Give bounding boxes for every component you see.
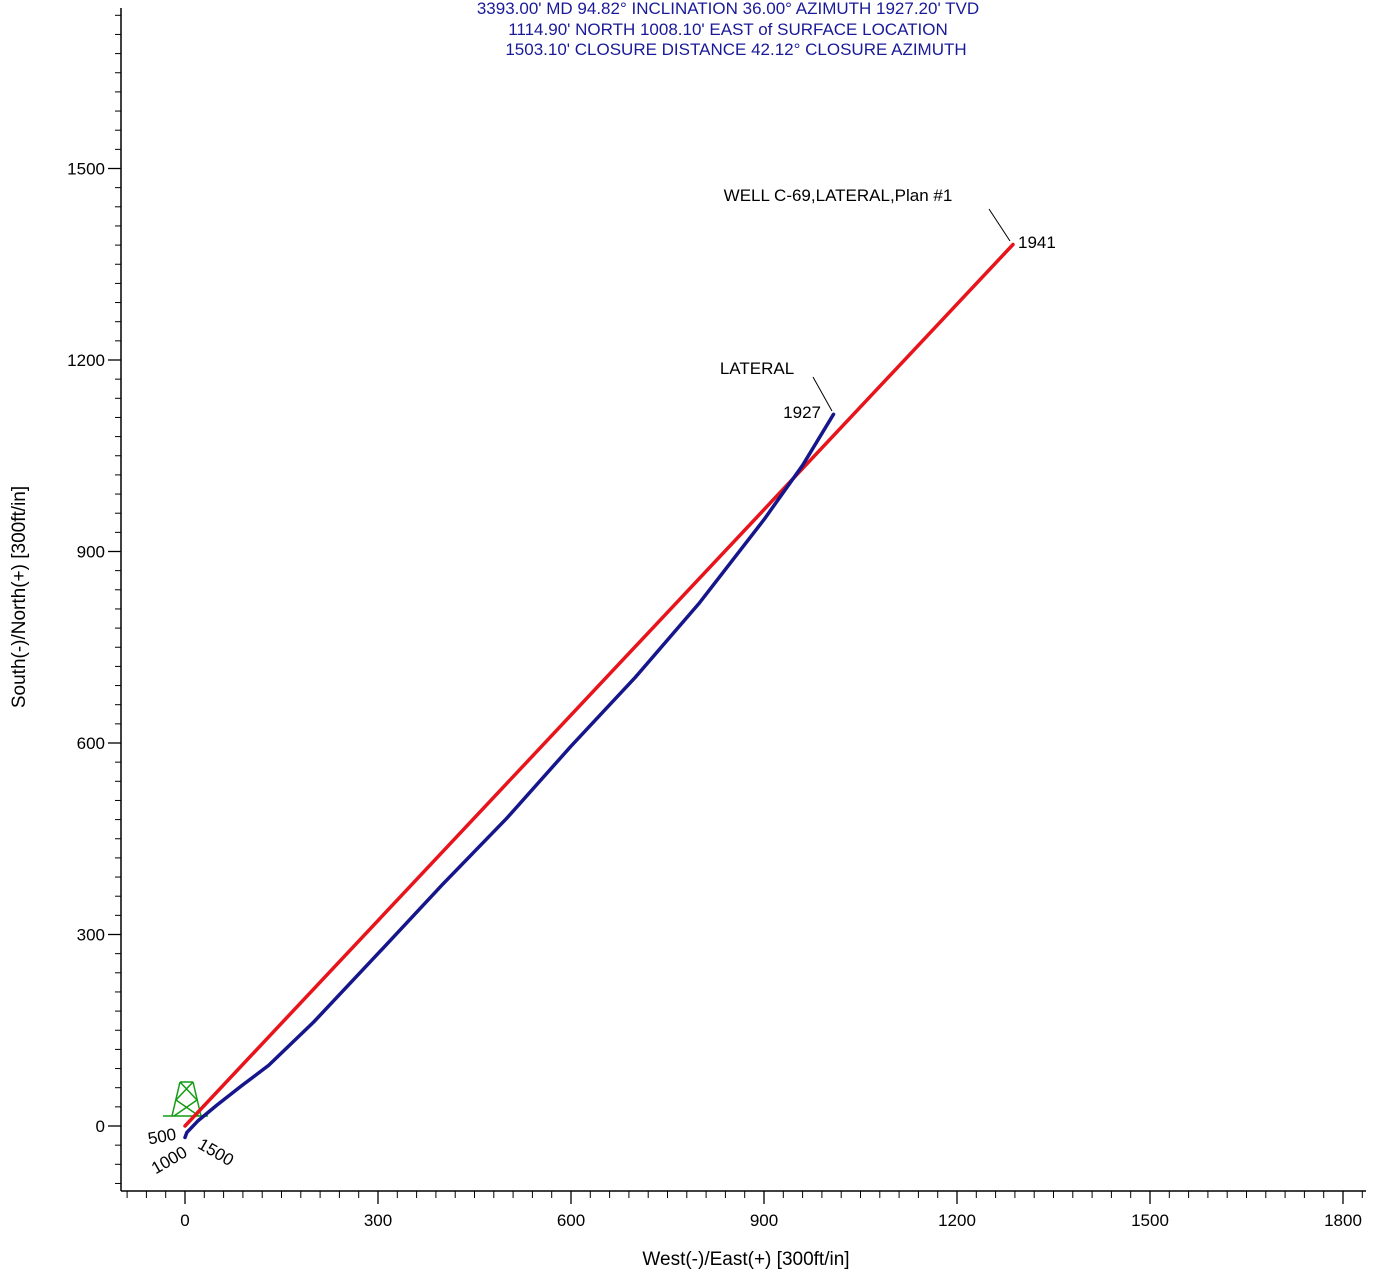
plan-series-line: [183, 242, 1015, 1128]
x-axis-title: West(-)/East(+) [300ft/in]: [642, 1249, 849, 1270]
header-line-2: 1114.90' NORTH 1008.10' EAST of SURFACE …: [508, 20, 948, 39]
x-tick-label: 900: [750, 1211, 778, 1230]
axes: 0 300 600 900 1200 1500 0 300 600 900 1200 1500 180…: [67, 8, 1366, 1230]
x-major-ticks: [184, 1191, 1344, 1204]
y-axis-title: South(-)/North(+) [300ft/in]: [9, 486, 30, 708]
y-tick-label: 0: [96, 1117, 105, 1136]
series-layer: [183, 242, 1015, 1140]
y-tick-label: 900: [77, 543, 105, 562]
lateral-series-label: LATERAL: [720, 359, 794, 378]
header-line-3: 1503.10' CLOSURE DISTANCE 42.12° CLOSURE…: [505, 40, 966, 59]
x-tick-label: 1800: [1324, 1211, 1362, 1230]
md-marker-1500: 1500: [195, 1135, 237, 1170]
y-tick-label: 1500: [67, 160, 105, 179]
y-tick-label: 300: [77, 926, 105, 945]
x-tick-labels: 0 300 600 900 1200 1500 1800: [180, 1211, 1362, 1230]
lateral-series-line: [183, 412, 836, 1140]
md-marker-500: 500: [146, 1125, 177, 1149]
y-major-ticks: [108, 167, 121, 1127]
x-tick-label: 1500: [1131, 1211, 1169, 1230]
plan-series-label: WELL C-69,LATERAL,Plan #1: [724, 186, 953, 205]
lateral-label-leader: [812, 376, 833, 412]
plan-label-leader: [988, 208, 1011, 242]
x-tick-label: 300: [364, 1211, 392, 1230]
header-line-1: 3393.00' MD 94.82° INCLINATION 36.00° AZ…: [477, 0, 979, 18]
x-tick-label: 600: [557, 1211, 585, 1230]
y-tick-label: 600: [77, 734, 105, 753]
y-tick-labels: 0 300 600 900 1200 1500: [67, 160, 105, 1137]
x-tick-label: 1200: [938, 1211, 976, 1230]
md-marker-1000: 1000: [148, 1143, 190, 1178]
lateral-end-label: 1927: [783, 403, 821, 422]
x-tick-label: 0: [180, 1211, 189, 1230]
header-info: 3393.00' MD 94.82° INCLINATION 36.00° AZ…: [477, 0, 979, 59]
y-tick-label: 1200: [67, 351, 105, 370]
plan-end-label: 1941: [1018, 233, 1056, 252]
x-minor-ticks: [126, 1191, 1363, 1198]
y-minor-ticks: [115, 14, 121, 1184]
